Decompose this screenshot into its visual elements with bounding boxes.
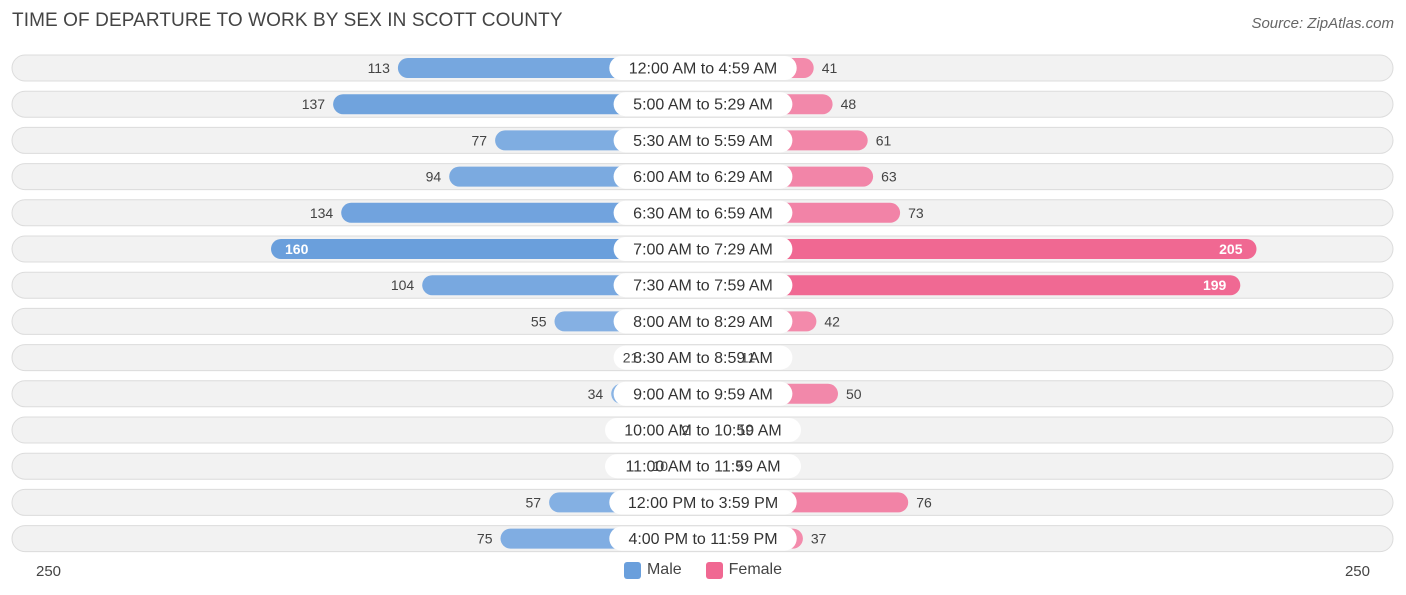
axis-left-label: 250: [36, 563, 62, 580]
chart-row: 4:00 PM to 11:59 PM 75 37: [11, 525, 1394, 553]
value-label-female: 42: [824, 313, 840, 329]
value-label-male: 77: [472, 132, 488, 148]
category-label: 7:00 AM to 7:29 AM: [633, 242, 773, 259]
category-label: 6:00 AM to 6:29 AM: [633, 169, 773, 186]
value-label-female: 61: [876, 132, 892, 148]
chart-row: 5:30 AM to 5:59 AM 77 61: [11, 126, 1394, 154]
value-label-female: 48: [841, 96, 857, 112]
legend-label-male: Male: [646, 561, 682, 578]
category-label: 9:00 AM to 9:59 AM: [633, 386, 773, 403]
category-label-bg: [605, 454, 801, 479]
chart-row: 10:00 AM to 10:59 AM2 10: [11, 416, 1394, 444]
value-label-female: 9: [735, 458, 743, 474]
bar-male: [271, 239, 713, 259]
category-label: 7:30 AM to 7:59 AM: [633, 278, 773, 295]
value-label-female: 73: [908, 205, 924, 221]
chart-row: 7:30 AM to 7:59 AM 104 199: [11, 271, 1394, 299]
bar-female: [693, 239, 1257, 259]
legend: Male Female: [0, 561, 1406, 579]
value-label-male: 75: [477, 531, 493, 547]
category-label: 5:00 AM to 5:29 AM: [633, 97, 773, 114]
value-label-female: 76: [916, 494, 932, 510]
category-label-bg: [609, 56, 797, 80]
category-label-bg: [613, 128, 793, 153]
value-label-female: 11: [741, 350, 756, 366]
value-label-male: 94: [426, 169, 442, 185]
value-label-male: 57: [526, 494, 542, 510]
category-label: 6:30 AM to 6:59 AM: [633, 205, 773, 222]
category-label-bg: [613, 309, 793, 334]
value-label-male: 55: [531, 313, 547, 329]
legend-swatch-male: [623, 561, 641, 579]
category-label: 10:00 AM to 10:59 AM: [624, 423, 781, 440]
value-label-male: 113: [368, 60, 391, 76]
value-label-female: 37: [811, 531, 827, 547]
category-label-bg: [613, 237, 793, 261]
category-label-bg: [609, 526, 797, 551]
value-label-female: 10: [738, 422, 754, 438]
category-label: 4:00 PM to 11:59 PM: [628, 531, 777, 548]
category-label-bg: [613, 381, 793, 406]
legend-label-female: Female: [728, 561, 783, 578]
category-label-bg: [609, 490, 797, 515]
value-label-female: 205: [1219, 241, 1243, 257]
legend-item-male: Male: [623, 561, 682, 579]
chart-row: 12:00 PM to 3:59 PM 57 76: [11, 488, 1394, 516]
value-label-male: 34: [588, 386, 604, 402]
chart-row: 6:30 AM to 6:59 AM 134 73: [11, 199, 1394, 227]
category-label: 11:00 AM to 11:59 AM: [625, 459, 780, 476]
source-label: Source: ZipAtlas.com: [1251, 15, 1394, 32]
value-label-male: 134: [310, 205, 334, 221]
chart-row: 12:00 AM to 4:59 AM 113 41: [11, 54, 1394, 82]
value-label-male: 137: [302, 96, 326, 112]
value-label-male: 2: [682, 422, 690, 438]
category-label-bg: [613, 345, 793, 370]
chart-title: TIME OF DEPARTURE TO WORK BY SEX IN SCOT…: [12, 10, 563, 31]
category-label-bg: [613, 200, 793, 225]
category-label-bg: [613, 164, 793, 189]
chart-row: 5:00 AM to 5:29 AM 137 48: [11, 90, 1394, 118]
value-label-male: 160: [285, 241, 309, 257]
category-label-bg: [613, 92, 793, 117]
legend-item-female: Female: [705, 561, 783, 579]
legend-swatch-female: [705, 561, 723, 579]
chart-row: 9:00 AM to 9:59 AM 34 50: [11, 380, 1394, 408]
category-label-bg: [605, 418, 801, 442]
value-label-female: 41: [822, 60, 838, 76]
category-label: 8:00 AM to 8:29 AM: [633, 314, 773, 331]
value-label-female: 50: [846, 386, 862, 402]
category-label-bg: [613, 273, 793, 298]
category-label: 12:00 AM to 4:59 AM: [629, 61, 778, 78]
value-label-female: 199: [1203, 277, 1227, 293]
chart-row: 6:00 AM to 6:29 AM 94 63: [11, 163, 1394, 191]
category-label: 5:30 AM to 5:59 AM: [633, 133, 773, 150]
value-label-male: 104: [391, 277, 415, 293]
chart-row: 8:00 AM to 8:29 AM 55 42: [11, 307, 1394, 335]
category-label: 12:00 PM to 3:59 PM: [628, 495, 778, 512]
value-label-male: 10: [652, 458, 668, 474]
value-label-female: 63: [881, 169, 897, 185]
value-label-male: 21: [623, 350, 639, 366]
category-label: 8:30 AM to 8:59 AM: [633, 350, 773, 367]
chart-row: 7:00 AM to 7:29 AM 160 205: [11, 235, 1394, 263]
axis-right-label: 250: [1344, 563, 1370, 580]
bar-female: [693, 275, 1241, 296]
